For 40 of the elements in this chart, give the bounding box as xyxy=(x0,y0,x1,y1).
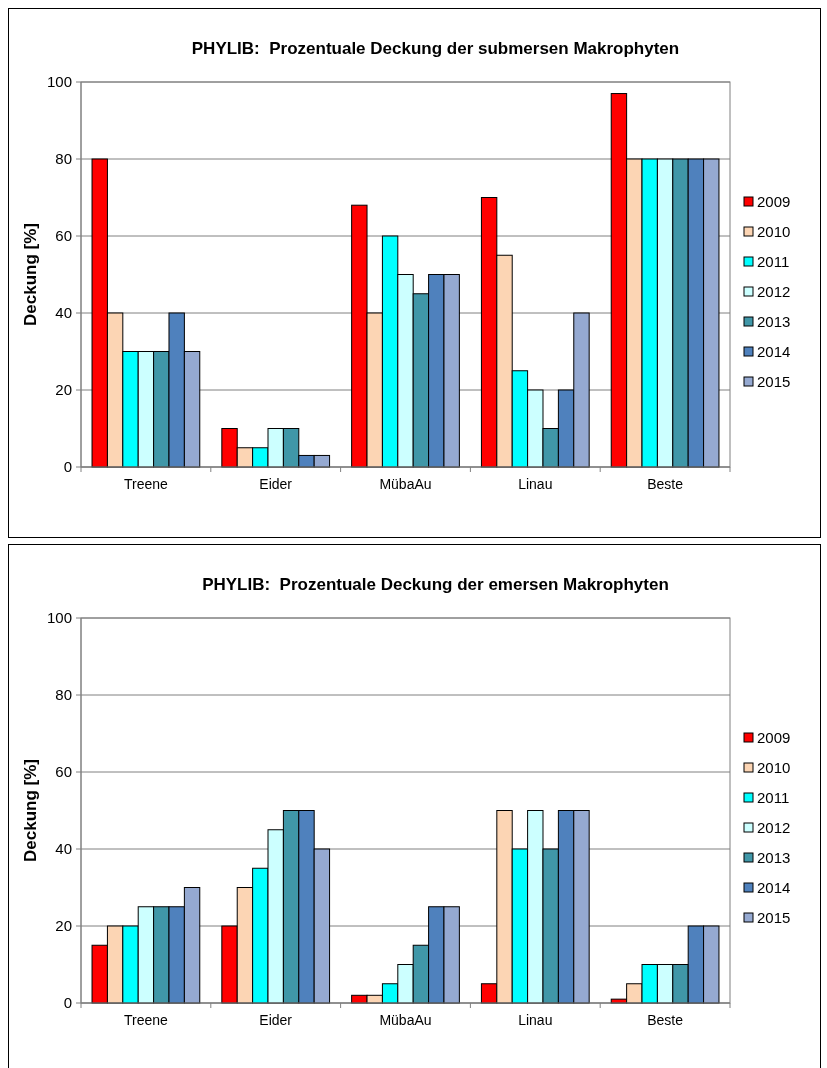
legend-label: 2009 xyxy=(757,729,791,747)
y-tick-label: 100 xyxy=(46,609,72,627)
x-tick-label: Eider xyxy=(259,476,293,492)
y-tick-label: 60 xyxy=(55,763,72,781)
y-tick-label: 40 xyxy=(55,840,72,858)
chart-title: PHYLIB: Prozentuale Deckung der submersen Makrophyten xyxy=(191,39,680,58)
x-tick-label: Linau xyxy=(518,476,553,492)
x-tick-label: Treene xyxy=(123,476,169,492)
y-axis-title: Deckung [%] xyxy=(21,759,40,862)
y-tick-label: 80 xyxy=(55,686,72,704)
y-tick-label: 20 xyxy=(55,917,72,935)
legend-label: 2013 xyxy=(757,849,791,867)
y-axis-title: Deckung [%] xyxy=(21,223,40,326)
legend-label: 2014 xyxy=(757,343,791,361)
legend-label: 2011 xyxy=(757,789,790,807)
y-tick-label: 80 xyxy=(55,150,72,168)
legend-label: 2010 xyxy=(757,759,791,777)
legend-label: 2015 xyxy=(757,373,791,391)
y-tick-label: 40 xyxy=(55,304,72,322)
legend-label: 2011 xyxy=(757,253,790,271)
legend-label: 2012 xyxy=(757,819,791,837)
x-tick-label: Eider xyxy=(259,1012,293,1028)
chart-title: PHYLIB: Prozentuale Deckung der emersen Makrophyten xyxy=(202,575,669,594)
y-tick-label: 60 xyxy=(55,227,72,245)
x-tick-label: MübaAu xyxy=(379,476,432,492)
y-tick-label: 0 xyxy=(63,458,72,476)
y-tick-label: 20 xyxy=(55,381,72,399)
y-tick-label: 100 xyxy=(46,73,72,91)
legend-label: 2014 xyxy=(757,879,791,897)
x-tick-label: MübaAu xyxy=(379,1012,432,1028)
x-tick-label: Beste xyxy=(647,1012,684,1028)
x-tick-label: Treene xyxy=(123,1012,169,1028)
legend-label: 2009 xyxy=(757,193,791,211)
legend-label: 2010 xyxy=(757,223,791,241)
legend-label: 2015 xyxy=(757,909,791,927)
x-tick-label: Beste xyxy=(647,476,684,492)
x-tick-label: Linau xyxy=(518,1012,553,1028)
legend-label: 2013 xyxy=(757,313,791,331)
legend-label: 2012 xyxy=(757,283,791,301)
y-tick-label: 0 xyxy=(63,994,72,1012)
